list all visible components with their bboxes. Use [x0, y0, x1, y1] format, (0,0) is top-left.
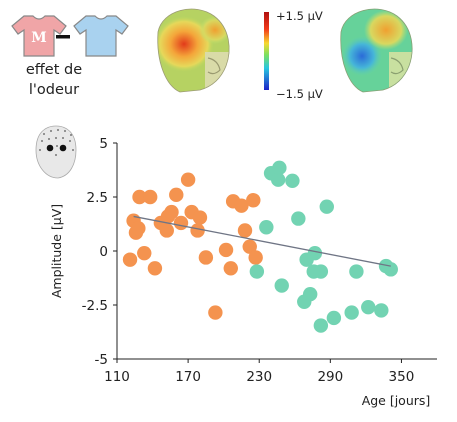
x-tick-label: 350: [389, 369, 415, 385]
data-point-old: [291, 211, 306, 226]
colorbar-max-label: +1.5 µV: [276, 9, 323, 23]
data-point-young: [142, 189, 158, 205]
data-point-old: [313, 264, 329, 279]
y-axis-title: Amplitude [µV]: [49, 204, 64, 298]
data-point-young: [208, 305, 223, 320]
data-point-old: [259, 220, 274, 235]
caption-line-2: l'odeur: [28, 82, 80, 98]
data-point-old: [344, 305, 359, 320]
data-point-young: [132, 189, 147, 205]
shirt-letter: M: [31, 30, 47, 46]
data-point-young: [223, 261, 238, 276]
x-tick-label: 110: [104, 369, 130, 385]
data-point-young: [237, 223, 253, 238]
data-point-old: [302, 287, 318, 302]
data-point-old: [383, 262, 398, 277]
electrode-head-icon: [35, 125, 77, 179]
data-point-old: [307, 245, 323, 261]
head-topomap-young-icon: [157, 8, 230, 93]
y-tick-label: 0: [99, 244, 108, 260]
colorbar-min-label: −1.5 µV: [276, 87, 323, 101]
odor-effect-caption: effet de l'odeur: [6, 60, 102, 100]
data-point-young: [248, 250, 263, 265]
y-tick-label: 2.5: [87, 190, 108, 206]
data-point-old: [249, 264, 265, 279]
minus-sign-icon: [56, 35, 70, 39]
trend-line: [133, 215, 391, 267]
caption-line-1: effet de: [25, 62, 83, 78]
x-tick-label: 170: [175, 369, 201, 385]
x-tick-label: 290: [317, 369, 343, 385]
x-tick-label: 230: [246, 369, 272, 385]
data-point-young: [190, 223, 205, 238]
data-point-young: [159, 223, 174, 238]
data-point-old: [319, 199, 334, 214]
red-shirt-icon: M: [11, 15, 67, 57]
data-point-young: [147, 261, 163, 276]
data-point-old: [285, 173, 300, 188]
y-tick-label: 5: [99, 136, 108, 152]
data-point-young: [131, 221, 146, 236]
data-point-old: [361, 299, 376, 315]
y-tick-label: -5: [95, 352, 108, 368]
data-point-old: [274, 278, 289, 293]
x-axis-title: Age [jours]: [362, 393, 431, 408]
data-point-old: [349, 264, 364, 279]
data-point-young: [137, 245, 152, 261]
scatter-plot: 5 2.5 0 -2.5 -5 110 170 230 290 350 Amplitude [µ…: [49, 136, 437, 408]
data-point-old: [374, 303, 389, 318]
blue-shirt-icon: [73, 15, 129, 57]
data-point-young: [180, 172, 196, 187]
data-point-old: [313, 318, 329, 333]
data-point-young: [198, 250, 214, 265]
data-point-young: [173, 215, 189, 231]
data-point-old: [270, 172, 286, 187]
data-point-young: [242, 239, 257, 254]
data-point-young: [169, 187, 184, 203]
head-topomap-old-icon: [340, 8, 413, 93]
data-point-young: [234, 198, 249, 213]
data-point-young: [246, 193, 261, 208]
colorbar: [264, 12, 269, 90]
data-point-old: [272, 160, 287, 176]
data-point-young: [164, 204, 179, 220]
data-point-old: [326, 310, 342, 326]
y-tick-label: -2.5: [82, 298, 108, 314]
data-point-young: [218, 242, 234, 258]
data-point-young: [122, 252, 138, 267]
data-point-young: [192, 210, 208, 225]
